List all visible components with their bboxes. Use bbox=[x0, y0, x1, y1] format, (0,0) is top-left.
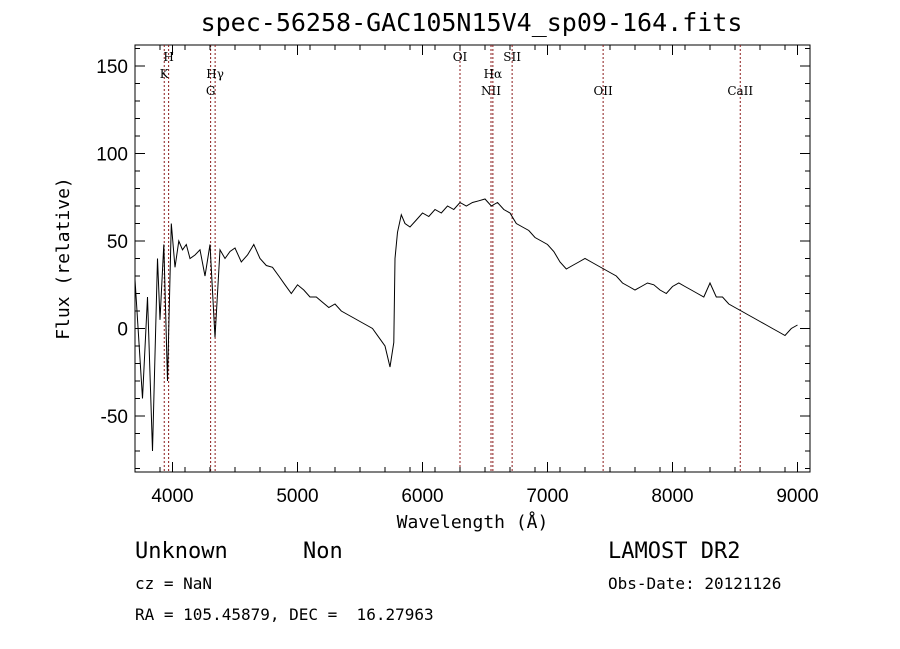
line-label: NII bbox=[481, 84, 501, 98]
line-label: CaII bbox=[727, 84, 753, 98]
line-label: SII bbox=[503, 50, 521, 64]
line-label: OI bbox=[453, 50, 468, 64]
y-axis-label: Flux (relative) bbox=[53, 177, 74, 340]
line-label: K bbox=[160, 67, 170, 81]
survey-name: LAMOST DR2 bbox=[608, 539, 740, 564]
plot-frame bbox=[134, 44, 811, 473]
object-subclass: Non bbox=[303, 539, 343, 564]
redshift-text: cz = NaN bbox=[135, 574, 212, 593]
y-tick-label: -50 bbox=[101, 407, 128, 428]
object-type: Unknown bbox=[135, 539, 228, 564]
coordinates: RA = 105.45879, DEC = 16.27963 bbox=[135, 605, 434, 624]
x-tick-label: 8000 bbox=[651, 486, 693, 507]
obs-date: Obs-Date: 20121126 bbox=[608, 574, 781, 593]
axis-ticks: 4000 5000 6000 7000 8000 9000 -50 0 50 100 150 bbox=[96, 45, 819, 507]
y-tick-label: 150 bbox=[96, 57, 128, 78]
line-label: Hα bbox=[484, 67, 503, 81]
line-label: H bbox=[163, 50, 173, 64]
line-label: G bbox=[206, 84, 216, 98]
x-tick-label: 7000 bbox=[526, 486, 568, 507]
y-tick-label: 0 bbox=[117, 320, 128, 341]
x-tick-label: 9000 bbox=[776, 486, 818, 507]
x-axis-label: Wavelength (Å) bbox=[397, 511, 549, 533]
chart-title: spec-56258-GAC105N15V4_sp09-164.fits bbox=[201, 8, 743, 37]
line-label: OII bbox=[593, 84, 613, 98]
y-tick-label: 50 bbox=[107, 232, 128, 253]
flux-series bbox=[134, 198, 798, 452]
x-tick-label: 6000 bbox=[401, 486, 443, 507]
x-tick-label: 5000 bbox=[276, 486, 318, 507]
x-tick-label: 4000 bbox=[151, 486, 193, 507]
line-label: Hγ bbox=[206, 67, 224, 81]
y-tick-label: 100 bbox=[96, 145, 128, 166]
